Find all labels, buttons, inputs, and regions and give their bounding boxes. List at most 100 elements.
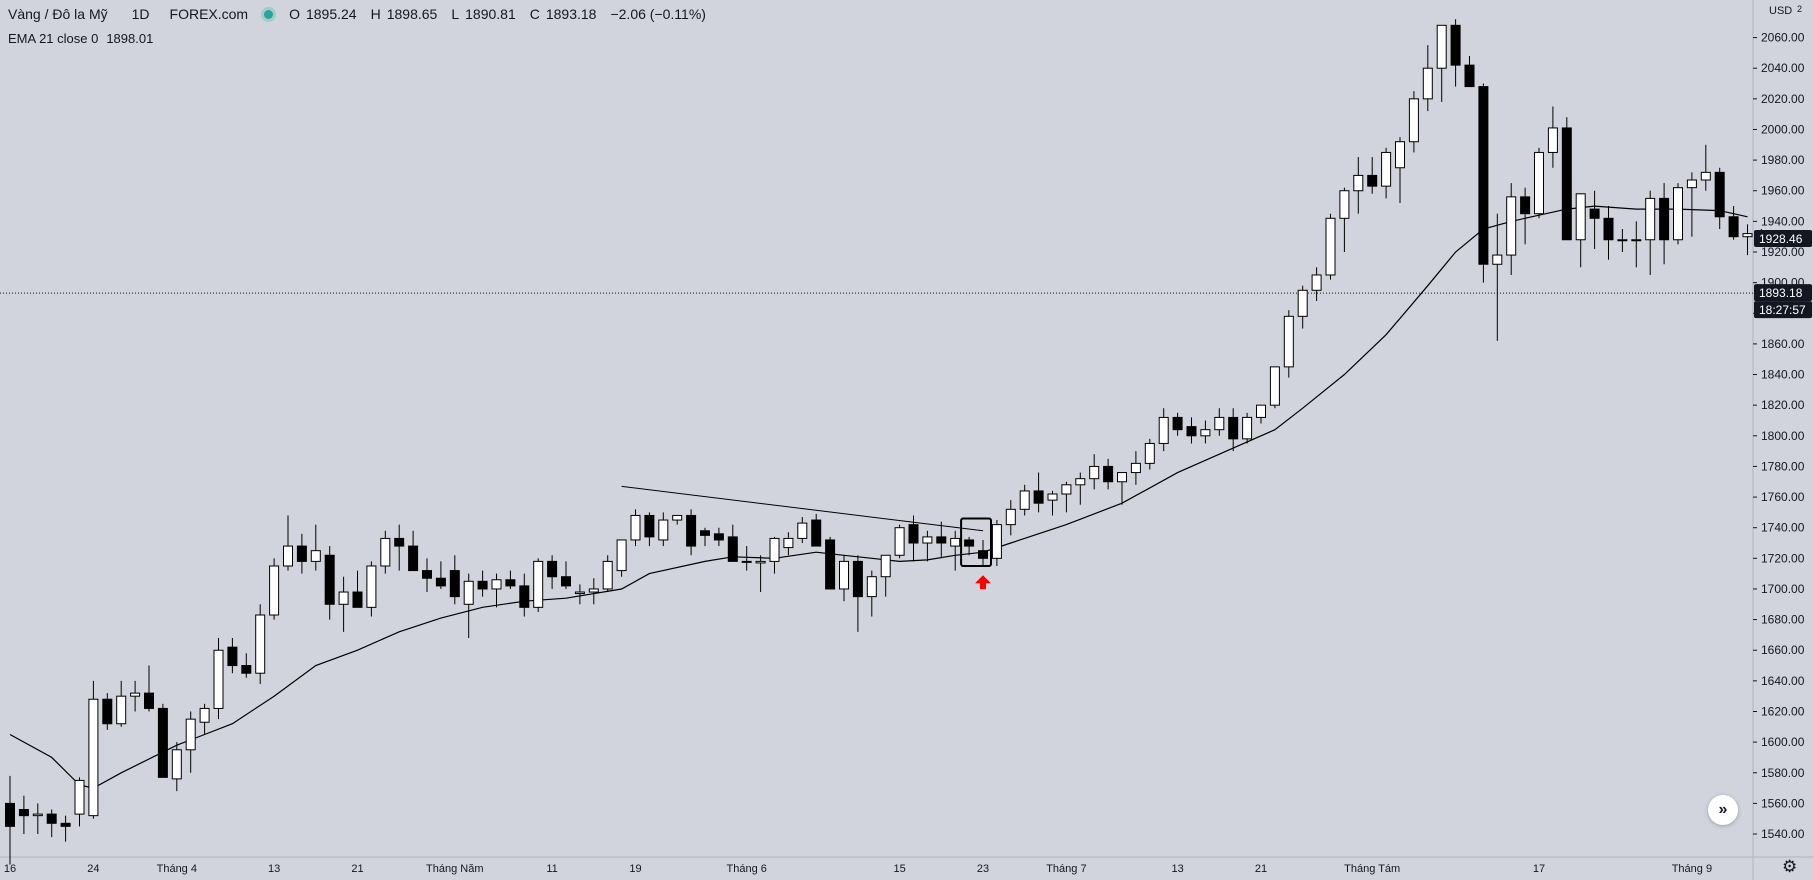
candle-body-up [1686,179,1697,189]
candle [686,509,697,556]
candle [505,570,516,589]
candle-body-down [1367,174,1378,187]
up-arrow-icon [975,575,991,590]
price-tick-label: 2040.00 [1761,61,1805,75]
candle-body-up [797,522,808,539]
candle [1172,412,1183,436]
time-label: Tháng 4 [157,863,197,875]
candle [797,516,808,544]
ohlc-high-label: H [370,6,381,22]
candle-body-up [1242,416,1253,440]
candle-body-up [1506,196,1517,256]
candle-body-down [1186,426,1197,437]
candle-body-up [672,514,683,521]
candle-body-down [144,692,154,709]
price-tick-label: 2000.00 [1761,122,1805,136]
candle-body-down [1228,416,1239,440]
candle-body-down [1714,171,1725,218]
candle-body-up [380,537,391,567]
candle [1547,106,1558,168]
close-price-badge-bg [1754,284,1812,302]
candle [213,637,224,720]
candle-body-down [978,550,988,559]
candle [477,570,488,597]
candle-body-up [283,545,293,567]
candle-body-down [700,530,710,536]
candle-body-up [1645,197,1656,241]
candle [1117,472,1127,505]
candle [1645,190,1656,275]
candle [713,527,724,547]
interval-label[interactable]: 1D [131,6,150,22]
candle-body-up [769,537,780,562]
candle-body-down [547,560,558,578]
candle-body-up [310,550,321,562]
candle [491,573,502,608]
settings-button[interactable]: ⚙ [1782,858,1797,875]
candle-body-down [686,514,697,547]
countdown-badge-text: 18:27:57 [1759,303,1806,317]
candle [1422,45,1433,112]
candle-body-up [213,649,224,709]
candle-body-down [394,537,405,547]
candle [1506,183,1517,275]
ema-price-badge-bg [1754,230,1812,248]
candle-body-up [866,576,877,598]
indicator-legend[interactable]: EMA 21 close 0 1898.01 [8,31,161,46]
candle [755,555,766,593]
candle [366,561,377,617]
candle [269,558,280,620]
candle [630,509,641,547]
currency-label[interactable]: USD [1769,5,1793,17]
candle [435,561,446,589]
candle [380,530,391,574]
candle [561,561,571,589]
candle [324,546,335,620]
price-tick-label: 1700.00 [1761,582,1805,596]
close-price-badge: 1893.18 [1754,284,1812,302]
candle-body-up [1256,404,1266,418]
candle [1325,213,1336,280]
price-tick-label: 1720.00 [1761,551,1805,565]
candle-body-up [1673,187,1683,241]
ema-price-badge-text: 1928.46 [1759,232,1803,246]
candle-body-down [1603,217,1614,241]
candle-body-up [1061,484,1072,495]
candle-body-up [32,813,43,817]
candle [1283,310,1294,378]
candle [255,604,266,684]
candle-body-up [1019,490,1030,510]
candle-body-up [1297,289,1308,317]
price-axis: 1540.00 1560.00 1580.00 1600.00 1620.00 1640.… [1753,31,1812,841]
candle [741,546,752,571]
time-label: Tháng Tám [1344,863,1400,875]
candle-body-down [102,698,113,725]
candle-body-down [324,554,335,605]
candle-body-up [616,539,627,572]
candle-body-down [422,570,432,579]
candle-body-down [852,560,863,598]
candle-body-down [1103,465,1114,483]
candle [519,573,530,617]
candle-body-up [533,560,544,608]
double-chevron-right-icon: » [1718,801,1728,818]
candle-body-up [1575,193,1586,241]
time-label: 15 [893,863,905,875]
candle [700,527,710,547]
candle-body-down [825,539,836,590]
candle [880,554,891,597]
time-label: Tháng 7 [1046,863,1086,875]
price-tick-label: 1620.00 [1761,704,1805,718]
candle [1033,472,1044,513]
candle-body-up [255,614,266,674]
candle [964,536,975,556]
candle [1158,408,1169,452]
candle-body-up [839,560,849,590]
symbol-name[interactable]: Vàng / Đô la Mỹ [8,6,108,22]
candle-body-up [1436,24,1447,69]
scroll-to-realtime-button[interactable]: » [1708,795,1738,825]
candle [1353,157,1364,214]
candle-body-up [1395,141,1405,169]
